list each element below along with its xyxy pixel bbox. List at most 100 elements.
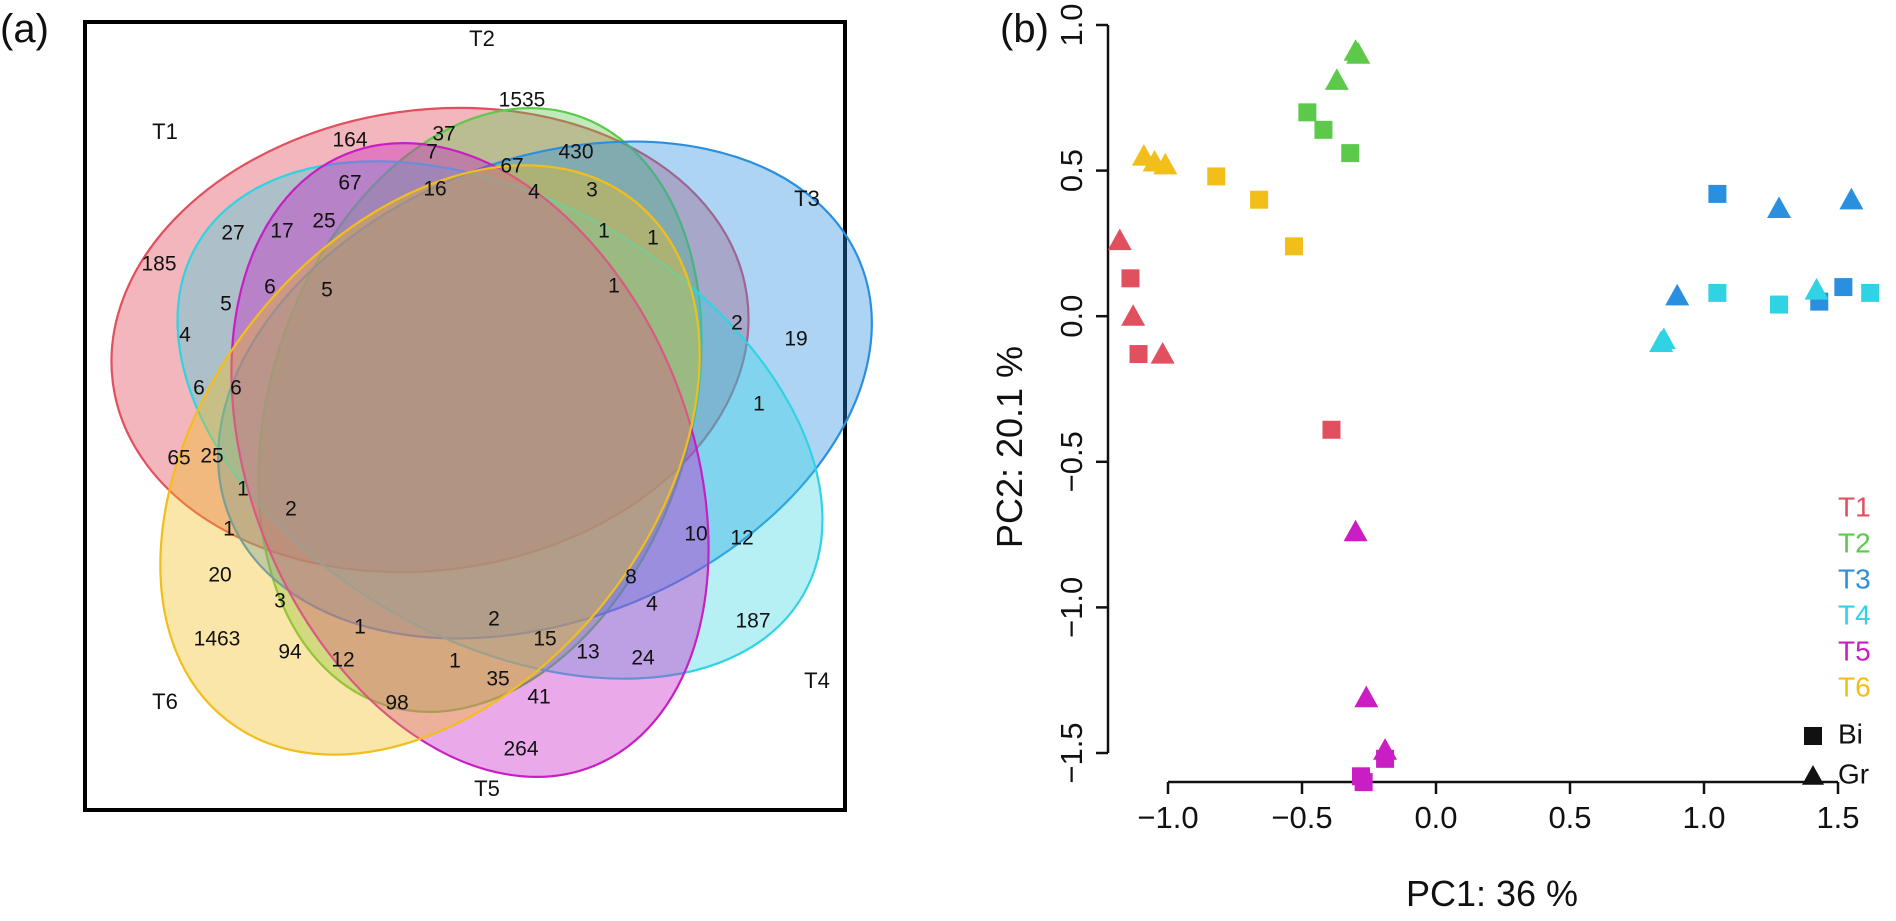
pca-scatter-plot: 1.0 0.5 0.0 −0.5 −1.0 −1.5 −1.0 −0.5 0.0 0.5 1.0 1.… (1054, 3, 1880, 835)
venn-count: 24 (631, 647, 655, 670)
venn-count: 1463 (194, 628, 241, 651)
legend-marker-bi (1804, 727, 1822, 745)
data-point-t4-bi (1861, 283, 1880, 302)
venn-count: 264 (503, 738, 538, 761)
data-point-t5-gr (1354, 685, 1379, 708)
data-point-t2-bi (1341, 144, 1360, 163)
venn-count: 8 (625, 566, 637, 589)
data-point-t2-bi (1298, 103, 1317, 122)
data-point-t3-bi (1834, 278, 1853, 297)
venn-count: 430 (558, 141, 593, 164)
panel-b-label: (b) (1000, 7, 1049, 51)
data-point-t6-gr (1153, 152, 1178, 175)
venn-count: 6 (264, 276, 276, 299)
legend-entry-t5: T5 (1838, 635, 1871, 666)
venn-set-label-t3: T3 (794, 186, 820, 211)
legend-entry-t2: T2 (1838, 527, 1871, 558)
x-tick-label: 0.0 (1414, 800, 1457, 835)
venn-count: 1 (449, 650, 461, 673)
venn-set-t3-shape (217, 140, 873, 640)
legend-entry-gr: Gr (1838, 758, 1869, 789)
venn-count: 16 (423, 178, 446, 201)
data-point-t1-bi (1322, 420, 1341, 439)
venn-count: 1 (223, 518, 235, 541)
venn-count: 12 (331, 649, 354, 672)
plot-legend: T1 T2 T3 T4 T5 T6 Bi Gr (1802, 491, 1871, 789)
venn-count: 10 (684, 523, 707, 546)
venn-count: 5 (220, 293, 232, 316)
data-point-t6-bi (1250, 190, 1269, 209)
x-tick-label: −1.0 (1137, 800, 1198, 835)
data-point-t1-gr (1150, 342, 1175, 364)
data-point-t4-gr (1649, 330, 1674, 353)
data-point-t3-bi (1708, 184, 1727, 203)
venn-set-t2-shape (257, 107, 703, 713)
venn-set-t5-shape (230, 142, 710, 778)
data-point-t5-gr (1343, 519, 1368, 542)
venn-count: 3 (274, 590, 286, 613)
venn-count: 1 (753, 393, 765, 416)
x-tick-label: 0.5 (1548, 800, 1591, 835)
legend-marker-gr (1802, 765, 1824, 785)
legend-entry-t4: T4 (1838, 599, 1871, 630)
venn-set-label-t1: T1 (152, 119, 178, 144)
y-tick-label: 1.0 (1054, 3, 1089, 46)
venn-count: 98 (385, 692, 408, 715)
venn-count: 27 (221, 222, 244, 245)
data-point-t1-gr (1107, 228, 1132, 251)
venn-count: 13 (576, 641, 599, 664)
venn-count: 3 (586, 179, 598, 202)
data-point-t4-gr (1804, 277, 1829, 300)
venn-set-label-t6: T6 (152, 689, 178, 714)
venn-count: 1535 (499, 89, 546, 112)
venn-count: 67 (500, 155, 523, 178)
data-point-t2-bi (1314, 120, 1333, 139)
venn-count: 2 (285, 498, 297, 521)
data-point-t1-gr (1121, 304, 1146, 326)
venn-diagram (110, 106, 873, 778)
data-point-t4-bi (1708, 283, 1727, 302)
data-point-t1-bi (1121, 269, 1140, 288)
venn-count: 6 (193, 377, 205, 400)
venn-count: 1 (354, 616, 366, 639)
x-tick-label: 1.0 (1682, 800, 1725, 835)
y-tick-label: −0.5 (1054, 431, 1089, 492)
venn-count: 1 (608, 275, 620, 298)
venn-set-t1-shape (110, 106, 750, 574)
venn-count: 15 (533, 628, 556, 651)
venn-count: 6 (230, 377, 242, 400)
y-tick-label: 0.0 (1054, 295, 1089, 338)
venn-count: 1 (237, 478, 249, 501)
y-tick-label: 0.5 (1054, 149, 1089, 192)
data-point-t3-gr (1767, 196, 1792, 219)
venn-count: 2 (488, 608, 500, 631)
data-point-t5-bi (1354, 773, 1373, 792)
venn-count: 94 (278, 641, 302, 664)
venn-count: 41 (527, 686, 550, 709)
venn-set-label-t2: T2 (469, 26, 495, 51)
venn-count: 25 (200, 445, 223, 468)
legend-entry-t3: T3 (1838, 563, 1871, 594)
venn-region-counts: 1535 37 164 7 67 430 67 16 4 3 1 1 27 17… (141, 89, 807, 761)
venn-set-label-t5: T5 (474, 776, 500, 801)
venn-count: 164 (332, 129, 367, 152)
venn-count: 65 (167, 447, 190, 470)
data-point-t3-gr (1839, 187, 1864, 210)
venn-count: 1 (598, 220, 610, 243)
venn-count: 187 (735, 610, 770, 633)
data-point-t3-gr (1665, 283, 1690, 306)
venn-count: 35 (486, 668, 509, 691)
y-tick-label: −1.5 (1054, 722, 1089, 783)
venn-set-t6-shape (159, 164, 701, 756)
legend-entry-bi: Bi (1838, 718, 1863, 749)
venn-set-t4-shape (176, 160, 824, 680)
plot-axes: 1.0 0.5 0.0 −0.5 −1.0 −1.5 −1.0 −0.5 0.0 0.5 1.0 1.… (1054, 3, 1860, 835)
venn-count: 2 (731, 312, 743, 335)
venn-count: 67 (338, 172, 361, 195)
venn-count: 1 (647, 227, 659, 250)
data-point-t5-gr (1373, 738, 1398, 760)
venn-count: 12 (730, 527, 753, 550)
venn-count: 17 (270, 220, 293, 243)
venn-count: 37 (432, 123, 455, 146)
